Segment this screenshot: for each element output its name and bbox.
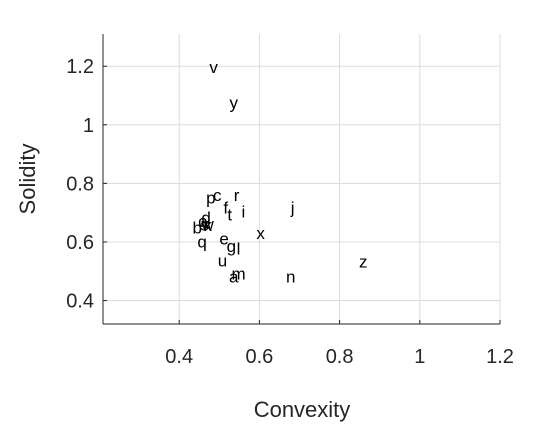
x-axis-label: Convexity <box>254 397 351 422</box>
data-point-b: b <box>193 218 202 237</box>
data-point-p: p <box>206 188 215 207</box>
data-point-l: l <box>237 239 241 258</box>
data-point-j: j <box>290 198 295 217</box>
data-point-t: t <box>227 206 232 225</box>
y-tick-label: 1 <box>83 115 94 137</box>
data-point-g: g <box>227 237 236 256</box>
y-axis-ticks: 0.4 0.6 0.8 1 1.2 <box>66 56 107 313</box>
y-tick-label: 0.6 <box>66 232 94 254</box>
x-tick-label: 0.6 <box>245 346 273 368</box>
data-point-u: u <box>218 252 227 271</box>
data-point-r: r <box>234 186 240 205</box>
x-tick-label: 0.8 <box>326 346 354 368</box>
data-point-o: o <box>198 212 207 231</box>
data-point-w: w <box>201 215 215 234</box>
data-point-m: m <box>231 264 245 283</box>
data-point-k: k <box>203 216 212 235</box>
x-tick-label: 1.2 <box>486 346 514 368</box>
data-point-x: x <box>256 224 265 243</box>
data-point-s: s <box>200 215 209 234</box>
y-tick-label: 0.8 <box>66 173 94 195</box>
x-tick-label: 0.4 <box>165 346 193 368</box>
data-point-e: e <box>219 229 228 248</box>
data-point-a: a <box>229 268 239 287</box>
data-point-n: n <box>286 267 295 286</box>
axes <box>102 34 500 325</box>
grid <box>103 34 501 324</box>
data-point-q: q <box>197 232 206 251</box>
y-axis-label: Solidity <box>15 144 40 215</box>
data-point-z: z <box>359 253 368 272</box>
x-axis-ticks: 0.4 0.6 0.8 1 1.2 <box>165 320 514 368</box>
data-point-c: c <box>213 186 222 205</box>
data-point-i: i <box>241 203 245 222</box>
x-tick-label: 1 <box>414 346 425 368</box>
data-point-d: d <box>201 208 210 227</box>
data-point-v: v <box>209 58 218 77</box>
y-tick-label: 0.4 <box>66 291 94 313</box>
data-point-f: f <box>223 198 228 217</box>
data-point-y: y <box>229 93 238 112</box>
y-tick-label: 1.2 <box>66 56 94 78</box>
